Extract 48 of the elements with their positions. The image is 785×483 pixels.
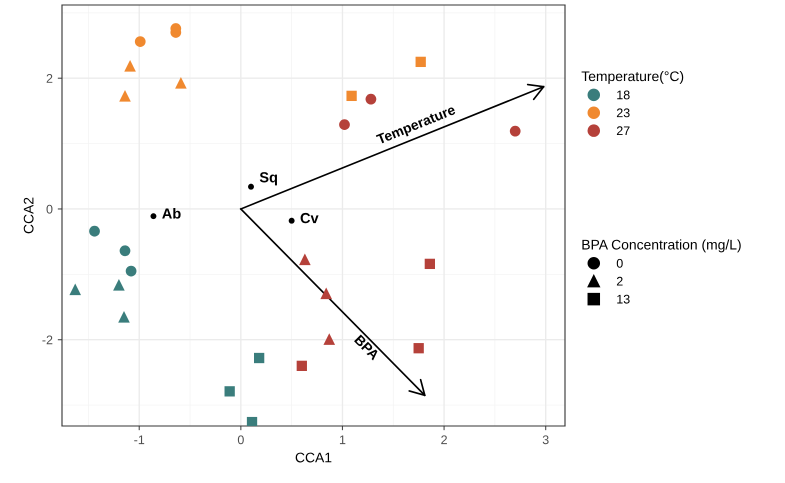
x-tick-label: 2 [441,435,447,444]
y-tick-label: -2 [42,336,52,344]
point [113,278,125,291]
point [424,258,435,270]
point [254,352,264,364]
point [320,287,332,300]
point [296,360,307,372]
point [416,56,426,68]
point [150,213,156,220]
x-axis-title: CCA1 [296,452,332,462]
data-label: Cv [300,212,319,224]
legend-label: 0 [616,258,623,268]
x-tick-label: 0 [238,435,244,444]
point [339,119,350,130]
point [366,94,376,105]
point [414,343,424,354]
point [323,333,336,345]
data-label: Ab [162,208,181,219]
legend-label: 27 [616,126,630,136]
legend-label: 13 [617,294,630,304]
legend-label: 18 [617,90,630,100]
text: Temperature(°C) [582,70,684,84]
legend-label: 2 [616,276,623,286]
point [248,184,254,190]
point [224,386,235,397]
point [288,218,295,224]
point [299,253,311,266]
point [134,36,146,47]
x-tick-label: -1 [134,435,144,444]
x-tick-label: 1 [340,435,346,444]
y-axis-title: CCA2 [24,198,34,234]
text: BPA Concentration (mg/L) [582,239,741,252]
point [346,90,357,102]
y-tick-label: 2 [46,74,52,83]
y-tick-label: 0 [46,204,52,214]
point [124,60,136,72]
point [175,76,187,89]
data-label: Sq [260,172,277,186]
point [510,126,521,137]
point [69,284,82,296]
point [120,245,130,256]
point [246,416,258,426]
point [118,311,130,323]
legend-label: 23 [616,108,630,118]
x-tick-label: 3 [542,435,549,444]
point [89,226,100,237]
point [126,266,136,276]
point [119,90,131,102]
